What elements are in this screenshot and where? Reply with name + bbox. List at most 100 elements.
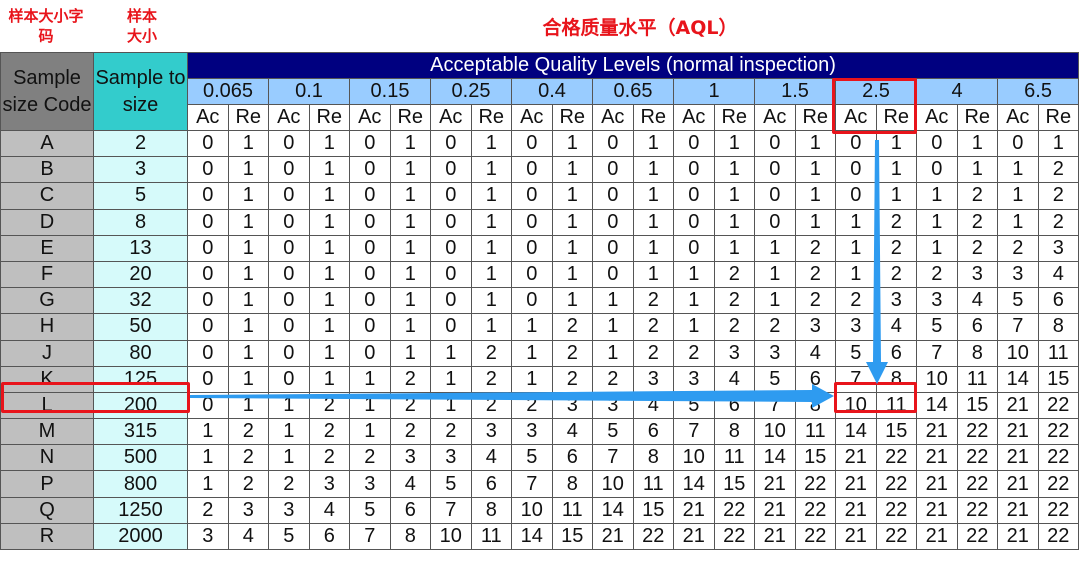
re-value: 3 [308, 470, 350, 498]
ac-value: 0 [592, 129, 634, 158]
re-value: 2 [227, 470, 269, 498]
table-row: P 800 1 2 2 3 3 4 5 6 7 8 10 11 14 15 21 22 21 22 21 22 21 22 [0, 470, 1080, 498]
row-code: A [0, 129, 94, 158]
re-value: 11 [956, 365, 998, 393]
ac-value: 5 [268, 522, 310, 551]
ac-value: 1 [916, 208, 958, 236]
re-value: 22 [794, 496, 836, 524]
re-value: 11 [470, 522, 512, 551]
ac-value: 10 [430, 522, 472, 551]
ac-value: 2 [187, 496, 229, 524]
aql-cn-title: 合格质量水平（AQL） [542, 17, 738, 39]
ac-value: 0 [187, 156, 229, 184]
re-value: 11 [713, 444, 755, 472]
ac-value: 10 [592, 470, 634, 498]
re-value: 2 [1037, 156, 1080, 184]
ac-value: 21 [754, 496, 796, 524]
table-row: M 315 1 2 1 2 1 2 2 3 3 4 5 6 7 8 10 11 14 15 21 22 21 22 [0, 418, 1080, 446]
re-value: 2 [875, 260, 917, 289]
vertical-arrow-icon [866, 140, 888, 384]
re-value: 1 [551, 234, 593, 262]
ac-value: 0 [187, 129, 229, 158]
aql-level-header: 2.5 [835, 78, 917, 105]
ac-header: Ac [430, 104, 472, 131]
re-value: 15 [956, 391, 998, 420]
re-value: 1 [470, 313, 512, 341]
table-row: R 2000 3 4 5 6 7 8 10 11 14 15 21 22 21 22 21 22 21 22 21 22 2… [0, 522, 1080, 551]
table-row: J 80 0 1 0 1 0 1 1 2 1 2 1 2 2 3 3 4 5 6 7 8 10 11 [0, 339, 1080, 367]
ac-value: 5 [754, 365, 796, 393]
ac-header: Ac [592, 104, 634, 131]
ac-value: 7 [511, 470, 553, 498]
ac-value: 21 [835, 522, 877, 551]
ac-value: 0 [349, 313, 391, 341]
re-value: 22 [1037, 496, 1080, 524]
row-code: R [0, 522, 94, 551]
ac-value: 0 [592, 182, 634, 210]
ac-value: 0 [916, 156, 958, 184]
re-value: 15 [875, 418, 917, 446]
ac-value: 1 [835, 260, 877, 289]
row-sample-size: 32 [93, 287, 188, 315]
re-value: 22 [1037, 444, 1080, 472]
ac-value: 1 [187, 418, 229, 446]
ac-value: 14 [754, 444, 796, 472]
row-code: J [0, 339, 94, 367]
ac-value: 0 [268, 234, 310, 262]
re-value: 22 [632, 522, 674, 551]
re-value: 22 [794, 470, 836, 498]
ac-value: 2 [349, 444, 391, 472]
re-value: 22 [1037, 418, 1080, 446]
re-value: 1 [389, 182, 431, 210]
re-header: Re [1037, 104, 1080, 131]
re-value: 1 [470, 208, 512, 236]
ac-value: 1 [673, 287, 715, 315]
ac-header: Ac [754, 104, 796, 131]
aql-level-header: 6.5 [996, 78, 1080, 105]
ac-value: 0 [187, 365, 229, 393]
ac-value: 0 [754, 129, 796, 158]
re-value: 1 [308, 313, 350, 341]
re-header: Re [713, 104, 755, 131]
row-sample-size: 2000 [93, 522, 188, 551]
ac-value: 0 [349, 234, 391, 262]
re-value: 3 [632, 365, 674, 393]
ac-value: 10 [673, 444, 715, 472]
ac-value: 7 [349, 522, 391, 551]
ac-value: 3 [997, 260, 1039, 289]
re-value: 8 [713, 418, 755, 446]
re-value: 2 [713, 287, 755, 315]
re-value: 1 [794, 182, 836, 210]
ac-value: 21 [916, 522, 958, 551]
row-sample-size: 315 [93, 418, 188, 446]
re-value: 1 [389, 260, 431, 289]
code-cn-label: 样本大小字码 [8, 7, 84, 45]
re-value: 1 [713, 129, 755, 158]
ac-value: 0 [349, 287, 391, 315]
ac-value: 21 [835, 470, 877, 498]
re-value: 1 [308, 129, 350, 158]
re-value: 22 [956, 522, 998, 551]
re-value: 2 [389, 418, 431, 446]
ac-value: 21 [997, 418, 1039, 446]
re-value: 11 [632, 470, 674, 498]
re-value: 1 [308, 182, 350, 210]
ac-value: 21 [997, 391, 1039, 420]
ac-value: 3 [511, 418, 553, 446]
re-value: 11 [794, 418, 836, 446]
ac-value: 1 [673, 313, 715, 341]
row-sample-size: 80 [93, 339, 188, 367]
ac-value: 1 [511, 365, 553, 393]
table-row: F 20 0 1 0 1 0 1 0 1 0 1 0 1 1 2 1 2 1 2 2 3 3 4 [0, 260, 1080, 289]
row-code: P [0, 470, 94, 498]
re-header: Re [308, 104, 350, 131]
ac-value: 3 [754, 339, 796, 367]
re-header: Re [632, 104, 674, 131]
re-value: 1 [1037, 129, 1080, 158]
table-row: G 32 0 1 0 1 0 1 0 1 0 1 1 2 1 2 1 2 2 3 3 4 5 6 [0, 287, 1080, 315]
ac-value: 14 [835, 418, 877, 446]
ac-value: 5 [430, 470, 472, 498]
re-value: 22 [1037, 522, 1080, 551]
